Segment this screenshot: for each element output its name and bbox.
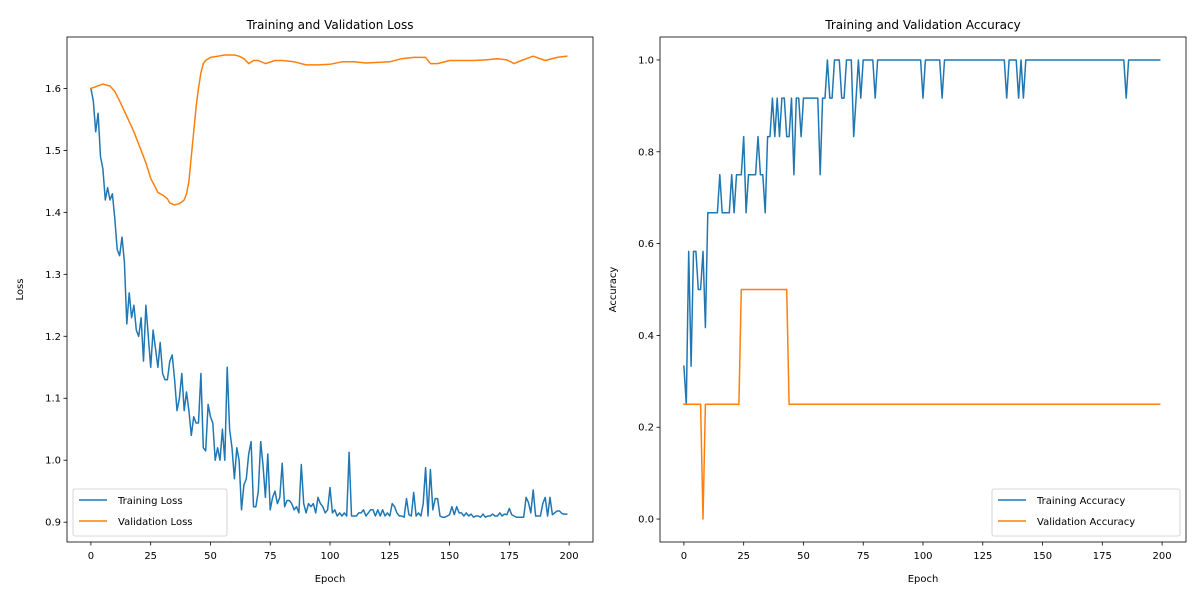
x-tick-label: 0 (88, 551, 94, 562)
y-tick-label: 0.4 (638, 331, 654, 342)
series-line-validation-accuracy (683, 288, 1161, 520)
x-tick-label: 125 (973, 551, 992, 562)
y-tick-label: 1.4 (45, 208, 61, 219)
x-tick-label: 25 (737, 551, 750, 562)
legend-box (991, 488, 1181, 537)
x-tick-label: 150 (1033, 551, 1052, 562)
x-tick-label: 125 (380, 551, 399, 562)
y-axis-label: Loss (15, 279, 26, 301)
legend-label: Validation Loss (118, 517, 193, 528)
x-tick-label: 200 (1153, 551, 1172, 562)
y-tick-label: 0.8 (638, 147, 654, 158)
x-tick-label: 25 (144, 551, 157, 562)
series-line-validation-loss (89, 54, 568, 206)
legend-box (72, 488, 228, 537)
y-axis-label: Accuracy (608, 267, 619, 313)
legend-label: Training Accuracy (1036, 496, 1125, 507)
x-axis-label: Epoch (315, 574, 346, 585)
y-tick-label: 0.0 (638, 515, 654, 526)
x-axis-label: Epoch (908, 574, 939, 585)
accuracy-subplot: 0 25 50 75 100 125 150 175 200 0.0 0.2 0.4 0.6 0.8 1.0… (608, 18, 1187, 585)
legend-label: Validation Accuracy (1037, 517, 1135, 528)
x-tick-label: 175 (1093, 551, 1112, 562)
series-line-training-accuracy (683, 59, 1161, 406)
y-tick-label: 1.0 (638, 55, 654, 66)
y-tick-label: 0.2 (638, 423, 654, 434)
x-tick-label: 100 (913, 551, 932, 562)
loss-subplot: 0 25 50 75 100 125 150 175 200 0.9 1.0 1.1 1.2 1.3 1.4… (15, 18, 594, 585)
y-tick-label: 1.1 (45, 394, 61, 405)
x-tick-label: 75 (264, 551, 277, 562)
x-tick-label: 100 (320, 551, 339, 562)
y-tick-label: 0.9 (45, 518, 61, 529)
y-tick-label: 1.6 (45, 84, 61, 95)
y-tick-label: 1.5 (45, 146, 61, 157)
x-tick-label: 75 (857, 551, 870, 562)
x-tick-label: 150 (440, 551, 459, 562)
y-tick-label: 0.6 (638, 239, 654, 250)
legend: Training Accuracy Validation Accuracy (991, 488, 1181, 537)
series-line-training-loss (90, 87, 568, 518)
x-tick-label: 200 (560, 551, 579, 562)
x-tick-label: 0 (681, 551, 687, 562)
x-tick-label: 175 (500, 551, 519, 562)
y-tick-label: 1.0 (45, 456, 61, 467)
x-tick-label: 50 (797, 551, 810, 562)
chart-title: Training and Validation Loss (246, 18, 414, 32)
y-tick-label: 1.3 (45, 270, 61, 281)
y-tick-label: 1.2 (45, 332, 61, 343)
chart-title: Training and Validation Accuracy (824, 18, 1020, 32)
legend: Training Loss Validation Loss (72, 488, 228, 537)
x-tick-label: 50 (204, 551, 217, 562)
legend-label: Training Loss (117, 496, 183, 507)
